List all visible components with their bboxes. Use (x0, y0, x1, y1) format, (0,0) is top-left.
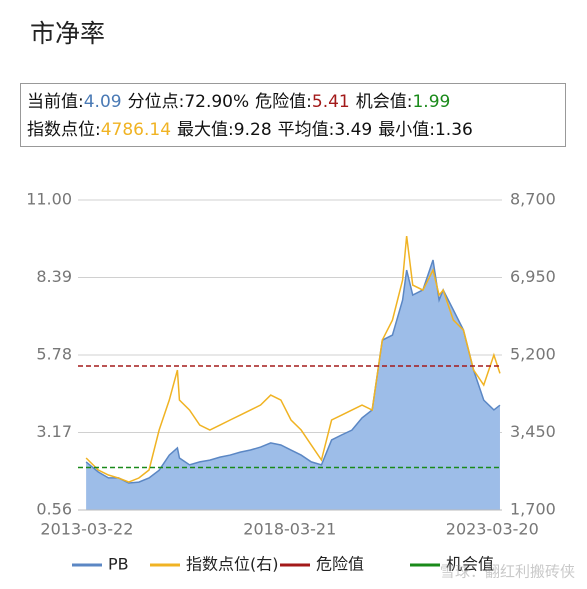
info-label: 危险值: (255, 92, 312, 112)
info-row: 当前值:4.09 分位点:72.90% 危险值:5.41 机会值:1.99 (27, 88, 559, 116)
y2-tick-label: 1,700 (510, 500, 556, 519)
info-label: 平均值: (277, 120, 335, 140)
page-title: 市净率 (30, 19, 106, 48)
watermark: 雪球：翻红利搬砖侠 (440, 563, 575, 581)
info-value: 1.99 (412, 92, 451, 112)
info-value: 9.28 (233, 120, 272, 140)
y-tick-label: 3.17 (36, 422, 72, 441)
info-item: 最小值:1.36 (378, 120, 473, 140)
area-fill (86, 259, 500, 510)
info-box: 当前值:4.09 分位点:72.90% 危险值:5.41 机会值:1.99 指数点位:4… (20, 83, 566, 147)
x-tick-label: 2018-03-21 (243, 520, 336, 539)
info-item: 机会值:1.99 (356, 92, 451, 112)
series-line (85, 236, 501, 483)
legend-label: 指数点位(右) (186, 555, 279, 574)
x-tick-label: 2013-03-22 (40, 520, 133, 539)
legend-label: 危险值 (316, 555, 364, 574)
info-value: 4786.14 (100, 120, 172, 140)
info-value: 1.36 (434, 120, 473, 140)
info-value: 5.41 (311, 92, 350, 112)
y-tick-label: 0.56 (36, 500, 72, 519)
y-tick-label: 5.78 (36, 345, 72, 364)
info-item: 指数点位:4786.14 (27, 120, 171, 140)
info-value: 3.49 (334, 120, 373, 140)
info-value: 72.90% (184, 92, 250, 112)
y-tick-label: 8.39 (36, 267, 72, 286)
y2-tick-label: 5,200 (510, 345, 556, 364)
x-tick-label: 2023-03-20 (446, 520, 539, 539)
info-item: 平均值:3.49 (278, 120, 373, 140)
info-label: 机会值: (355, 92, 413, 112)
info-label: 当前值: (27, 92, 84, 112)
info-row: 指数点位:4786.14 最大值:9.28 平均值:3.49 最小值:1.36 (27, 116, 559, 144)
info-label: 最大值: (177, 120, 234, 140)
info-item: 当前值:4.09 (27, 92, 122, 112)
y-tick-label: 11.00 (26, 190, 72, 209)
y2-tick-label: 8,700 (510, 190, 556, 209)
y2-tick-label: 3,450 (510, 422, 556, 441)
legend-label: 机会值 (446, 555, 494, 574)
info-item: 分位点:72.90% (128, 92, 250, 112)
info-value: 4.09 (83, 92, 122, 112)
info-label: 最小值: (378, 120, 435, 140)
info-label: 指数点位: (27, 120, 101, 140)
legend-label: PB (108, 555, 129, 574)
info-item: 最大值:9.28 (177, 120, 272, 140)
info-item: 危险值:5.41 (255, 92, 350, 112)
y2-tick-label: 6,950 (510, 267, 556, 286)
info-label: 分位点: (127, 92, 185, 112)
